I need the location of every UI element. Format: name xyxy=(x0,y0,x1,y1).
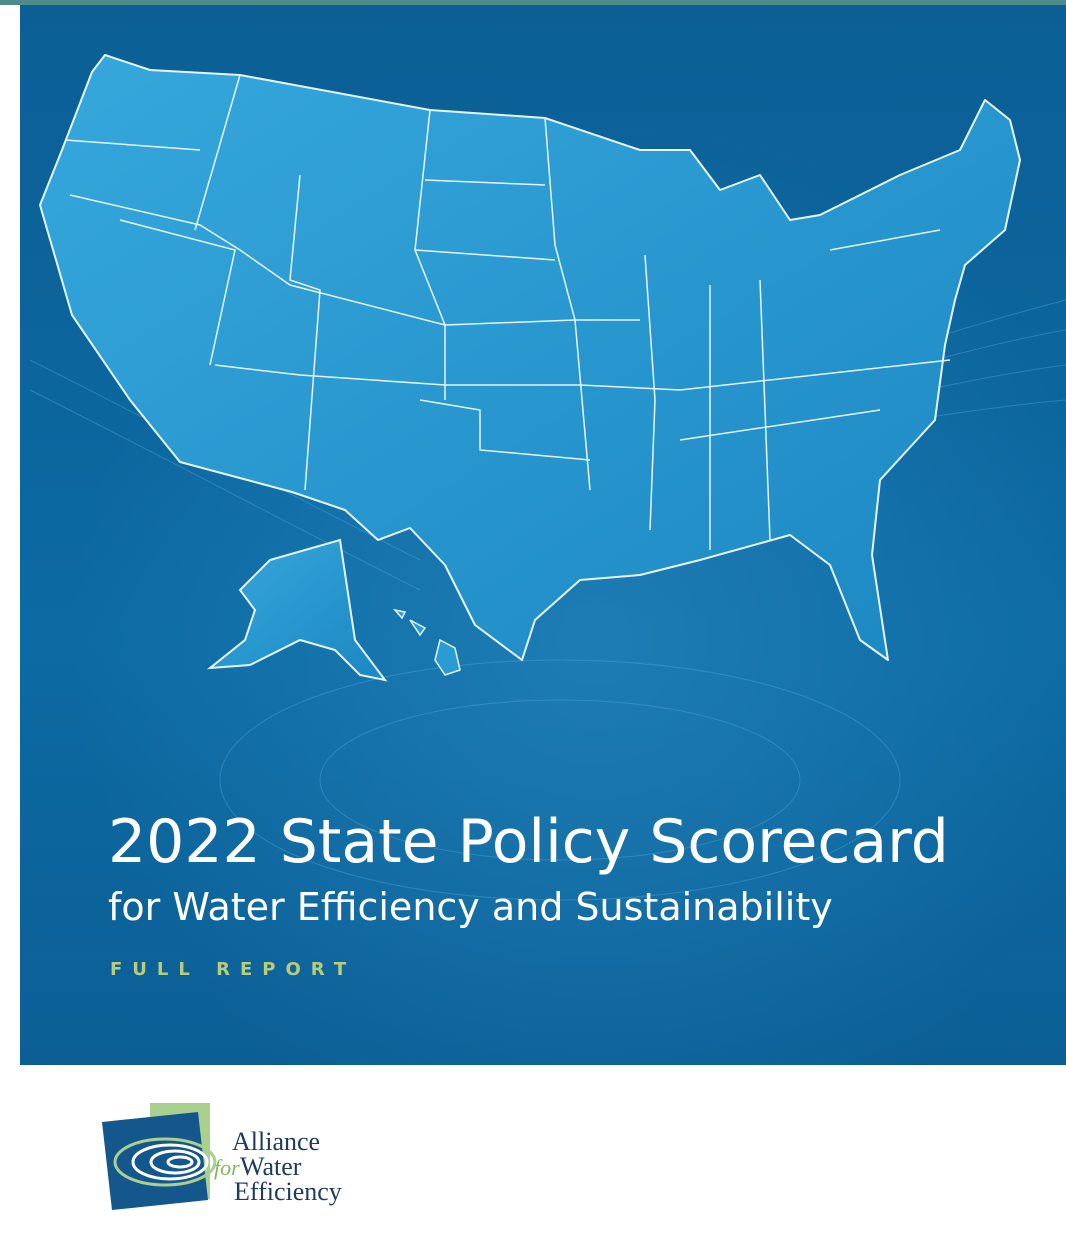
alaska xyxy=(206,538,388,682)
logo-line1: Alliance xyxy=(232,1127,320,1156)
hawaii xyxy=(392,608,461,676)
report-label: FULL REPORT xyxy=(110,959,356,980)
logo-line3: Efficiency xyxy=(234,1177,342,1206)
logo-line2: Water xyxy=(240,1152,302,1181)
report-title: 2022 State Policy Scorecard xyxy=(108,807,949,877)
top-bar xyxy=(0,0,1066,5)
logo: Alliance for Water Efficiency xyxy=(102,1103,342,1210)
logo-for: for xyxy=(214,1155,240,1180)
us-map xyxy=(39,54,1021,661)
logo-blue-block xyxy=(102,1112,208,1210)
report-subtitle: for Water Efficiency and Sustainability xyxy=(108,885,833,929)
logo-ripples xyxy=(113,1137,217,1187)
state-borders xyxy=(64,74,951,550)
